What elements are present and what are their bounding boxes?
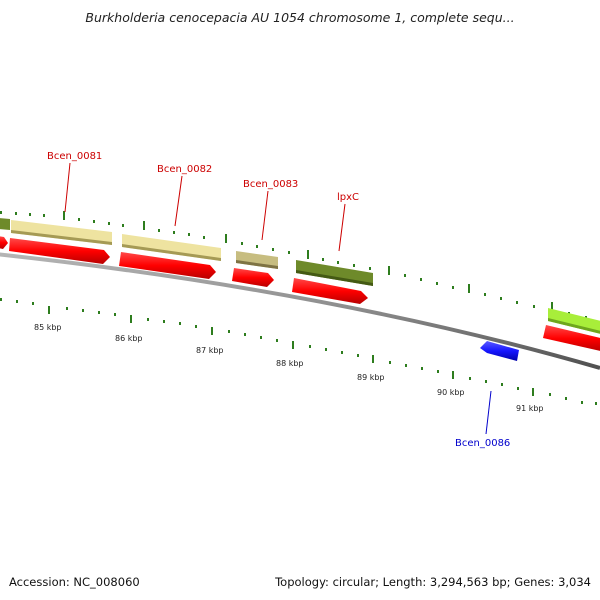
- leader-lpxc: [338, 203, 346, 252]
- scale-label-90: 90 kbp: [437, 388, 465, 397]
- feature-olive-partial: [0, 218, 10, 230]
- scale-label-86: 86 kbp: [115, 334, 143, 343]
- scale-label-87: 87 kbp: [196, 346, 224, 355]
- scale-label-89: 89 kbp: [357, 373, 385, 382]
- leader-bcen-0086: [485, 390, 492, 435]
- feature-olive: [296, 260, 373, 286]
- cds-arrow-bcen-0083: [232, 268, 274, 287]
- cds-arrow-bcen-0086: [480, 341, 519, 361]
- reverse-cds-track: [480, 341, 519, 361]
- accession-text: Accession: NC_008060: [9, 575, 140, 589]
- feature-tan-1: [11, 220, 112, 245]
- gene-label-lpxc: lpxC: [337, 192, 359, 203]
- gene-labels: Bcen_0081 Bcen_0082 Bcen_0083 lpxC Bcen_…: [47, 151, 510, 449]
- leader-bcen-0082: [174, 175, 183, 227]
- leader-bcen-0081: [64, 162, 71, 213]
- outer-tick-track: [0, 211, 587, 319]
- scale-label-88: 88 kbp: [276, 359, 304, 368]
- map-title: Burkholderia cenocepacia AU 1054 chromos…: [85, 10, 515, 25]
- cds-arrow-partial: [0, 236, 8, 249]
- cds-arrow-right-edge: [543, 325, 600, 351]
- scale-label-85: 85 kbp: [34, 323, 62, 332]
- inner-tick-track: [0, 298, 597, 405]
- cds-arrow-bcen-0082: [119, 252, 216, 279]
- topology-summary-text: Topology: circular; Length: 3,294,563 bp…: [275, 575, 591, 589]
- feature-lime: [548, 308, 600, 334]
- cds-arrow-lpxc: [292, 278, 368, 304]
- cds-arrow-bcen-0081: [9, 238, 110, 264]
- gene-label-bcen-0083: Bcen_0083: [243, 179, 298, 190]
- leader-bcen-0083: [261, 190, 269, 241]
- feature-tan-2: [122, 234, 221, 261]
- scale-label-91: 91 kbp: [516, 404, 544, 413]
- gene-label-bcen-0081: Bcen_0081: [47, 151, 102, 162]
- gene-label-bcen-0086: Bcen_0086: [455, 438, 510, 449]
- chromosome-backbone: [0, 252, 600, 370]
- gene-label-bcen-0082: Bcen_0082: [157, 164, 212, 175]
- feature-track-outer: [0, 218, 600, 334]
- forward-cds-track: [0, 236, 600, 351]
- scale-labels: 85 kbp 86 kbp 87 kbp 88 kbp 89 kbp 90 kb…: [34, 323, 544, 413]
